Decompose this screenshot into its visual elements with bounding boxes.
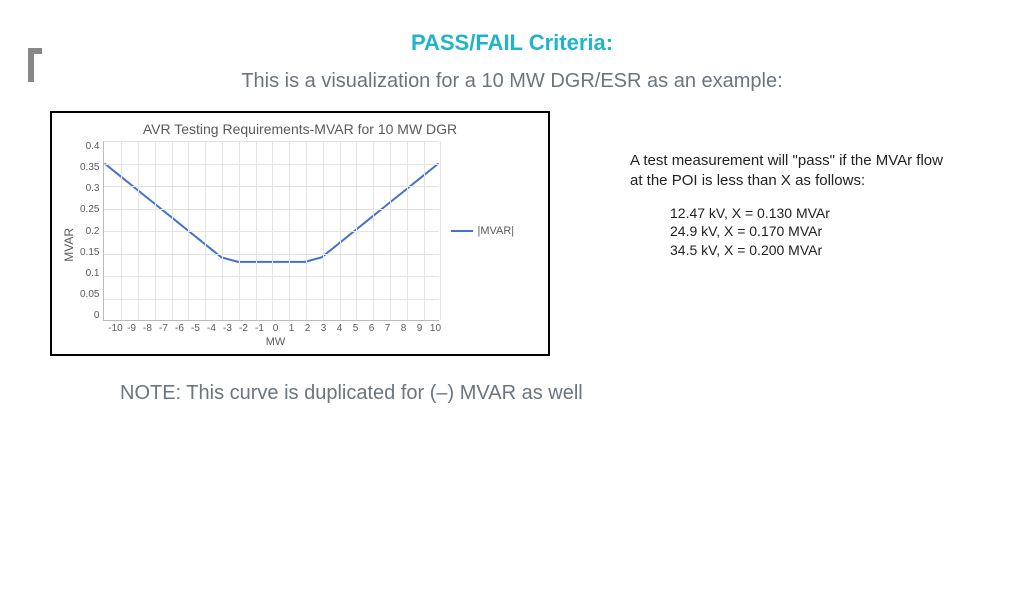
- x-tick: -8: [139, 323, 155, 334]
- plot-area: [103, 141, 439, 321]
- criteria-intro: A test measurement will "pass" if the MV…: [630, 151, 950, 192]
- y-tick: 0.15: [80, 247, 99, 258]
- y-tick: 0: [80, 310, 99, 321]
- criteria-list: 12.47 kV, X = 0.130 MVAr24.9 kV, X = 0.1…: [670, 204, 950, 261]
- x-tick: -3: [219, 323, 235, 334]
- y-tick: 0.1: [80, 268, 99, 279]
- x-tick: -9: [123, 323, 139, 334]
- x-tick: 9: [411, 323, 427, 334]
- x-tick: 7: [379, 323, 395, 334]
- y-tick: 0.05: [80, 289, 99, 300]
- legend-swatch: [451, 230, 473, 232]
- x-tick: 0: [267, 323, 283, 334]
- content-row: AVR Testing Requirements-MVAR for 10 MW …: [0, 111, 1024, 356]
- chart-legend: |MVAR|: [451, 225, 514, 237]
- footer-note: NOTE: This curve is duplicated for (–) M…: [120, 382, 1024, 405]
- criteria-item: 12.47 kV, X = 0.130 MVAr: [670, 204, 950, 223]
- x-tick: -4: [203, 323, 219, 334]
- x-axis-label: MW: [107, 336, 443, 348]
- plot-row: 0.4 0.35 0.3 0.25 0.2 0.15 0.1 0.05 0 |MVAR|: [80, 141, 514, 321]
- slide-corner-decoration: [28, 48, 42, 82]
- chart-title: AVR Testing Requirements-MVAR for 10 MW …: [62, 121, 538, 137]
- x-tick: -2: [235, 323, 251, 334]
- page-title: PASS/FAIL Criteria:: [0, 30, 1024, 56]
- chart-body: MVAR 0.4 0.35 0.3 0.25 0.2 0.15 0.1 0.05 0 |MVAR…: [62, 141, 538, 348]
- x-tick: -10: [107, 323, 123, 334]
- x-tick: 1: [283, 323, 299, 334]
- x-tick: 4: [331, 323, 347, 334]
- y-tick: 0.3: [80, 183, 99, 194]
- x-tick: 10: [427, 323, 443, 334]
- x-tick: 6: [363, 323, 379, 334]
- y-tick: 0.4: [80, 141, 99, 152]
- criteria-item: 34.5 kV, X = 0.200 MVAr: [670, 241, 950, 260]
- y-tick: 0.2: [80, 226, 99, 237]
- x-tick: -7: [155, 323, 171, 334]
- y-tick: 0.25: [80, 204, 99, 215]
- x-tick: -6: [171, 323, 187, 334]
- y-tick: 0.35: [80, 162, 99, 173]
- plot-wrap: 0.40.350.30.250.20.150.10.050 |MVAR| -10…: [80, 141, 514, 348]
- y-ticks: 0.4 0.35 0.3 0.25 0.2 0.15 0.1 0.05 0: [80, 141, 103, 321]
- legend-label: |MVAR|: [477, 225, 514, 237]
- x-tick: 8: [395, 323, 411, 334]
- x-tick: 3: [315, 323, 331, 334]
- x-tick: -1: [251, 323, 267, 334]
- x-tick: 2: [299, 323, 315, 334]
- y-axis-label: MVAR: [62, 228, 76, 262]
- x-tick: -5: [187, 323, 203, 334]
- x-tick: 5: [347, 323, 363, 334]
- chart-container: AVR Testing Requirements-MVAR for 10 MW …: [50, 111, 550, 356]
- criteria-text-block: A test measurement will "pass" if the MV…: [630, 151, 950, 260]
- page-subtitle: This is a visualization for a 10 MW DGR/…: [0, 70, 1024, 93]
- criteria-item: 24.9 kV, X = 0.170 MVAr: [670, 222, 950, 241]
- x-ticks: -10-9-8-7-6-5-4-3-2-1012345678910: [107, 323, 443, 334]
